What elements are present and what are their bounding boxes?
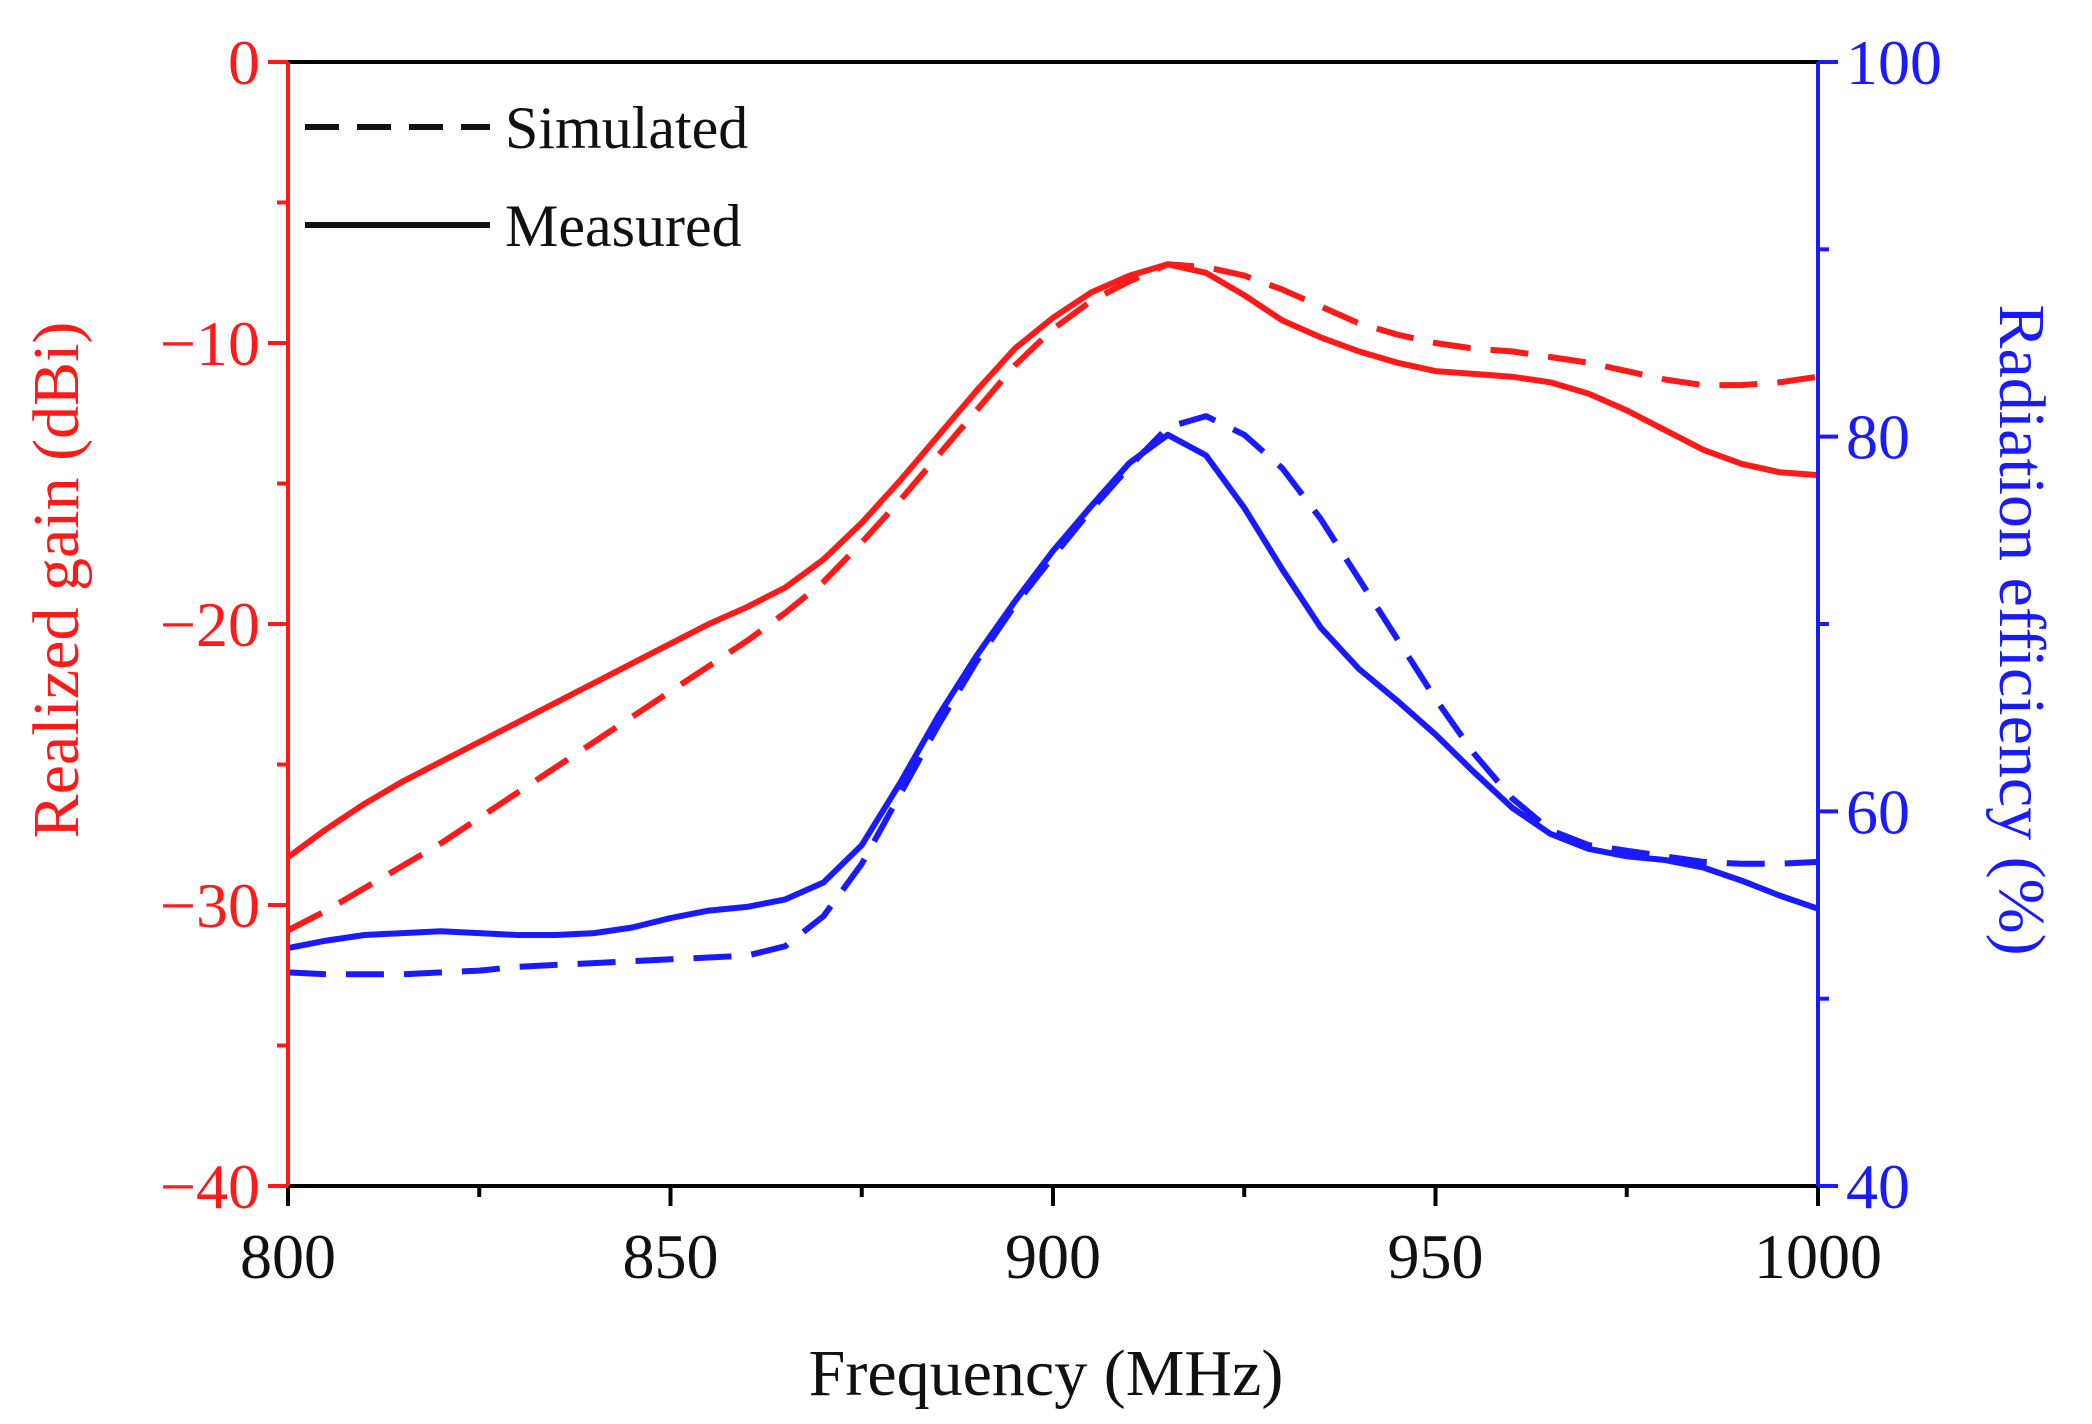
series-line-simulated-radiation-efficiency xyxy=(287,413,1819,978)
y-right-axis-title: Radiation efficiency (%) xyxy=(1985,304,2058,955)
legend-measured-label: Measured xyxy=(505,193,742,259)
series-layer xyxy=(286,261,1819,978)
tick-label-layer: 800 850 900 950 1000 0 −10 −20 −30 −40 100 80 60 40 xyxy=(160,27,1942,1292)
y-left-tick-label-10: −10 xyxy=(160,308,260,379)
y-right-tick-label-80: 80 xyxy=(1846,402,1910,473)
y-left-tick-label-40: −40 xyxy=(160,1151,260,1222)
legend: Simulated Measured xyxy=(305,95,748,259)
series-line-measured-realized-gain xyxy=(286,261,1819,860)
x-tick-label-900: 900 xyxy=(1005,1221,1101,1292)
legend-simulated-label: Simulated xyxy=(505,95,748,161)
y-left-tick-label-30: −30 xyxy=(160,870,260,941)
series-line-simulated-realized-gain xyxy=(286,261,1819,933)
y-left-tick-label-0: 0 xyxy=(228,27,260,98)
y-left-axis-title: Realized gain (dBi) xyxy=(20,322,93,839)
x-tick-label-950: 950 xyxy=(1388,1221,1484,1292)
series-line-measured-radiation-efficiency xyxy=(287,431,1819,952)
y-right-tick-label-40: 40 xyxy=(1846,1151,1910,1222)
x-axis-title: Frequency (MHz) xyxy=(809,1337,1284,1410)
y-right-tick-label-100: 100 xyxy=(1846,27,1942,98)
tick-layer xyxy=(268,60,1838,1206)
y-right-tick-label-60: 60 xyxy=(1846,776,1910,847)
x-tick-label-800: 800 xyxy=(240,1221,336,1292)
y-left-tick-label-20: −20 xyxy=(160,589,260,660)
x-tick-label-1000: 1000 xyxy=(1754,1221,1882,1292)
x-tick-label-850: 850 xyxy=(623,1221,719,1292)
